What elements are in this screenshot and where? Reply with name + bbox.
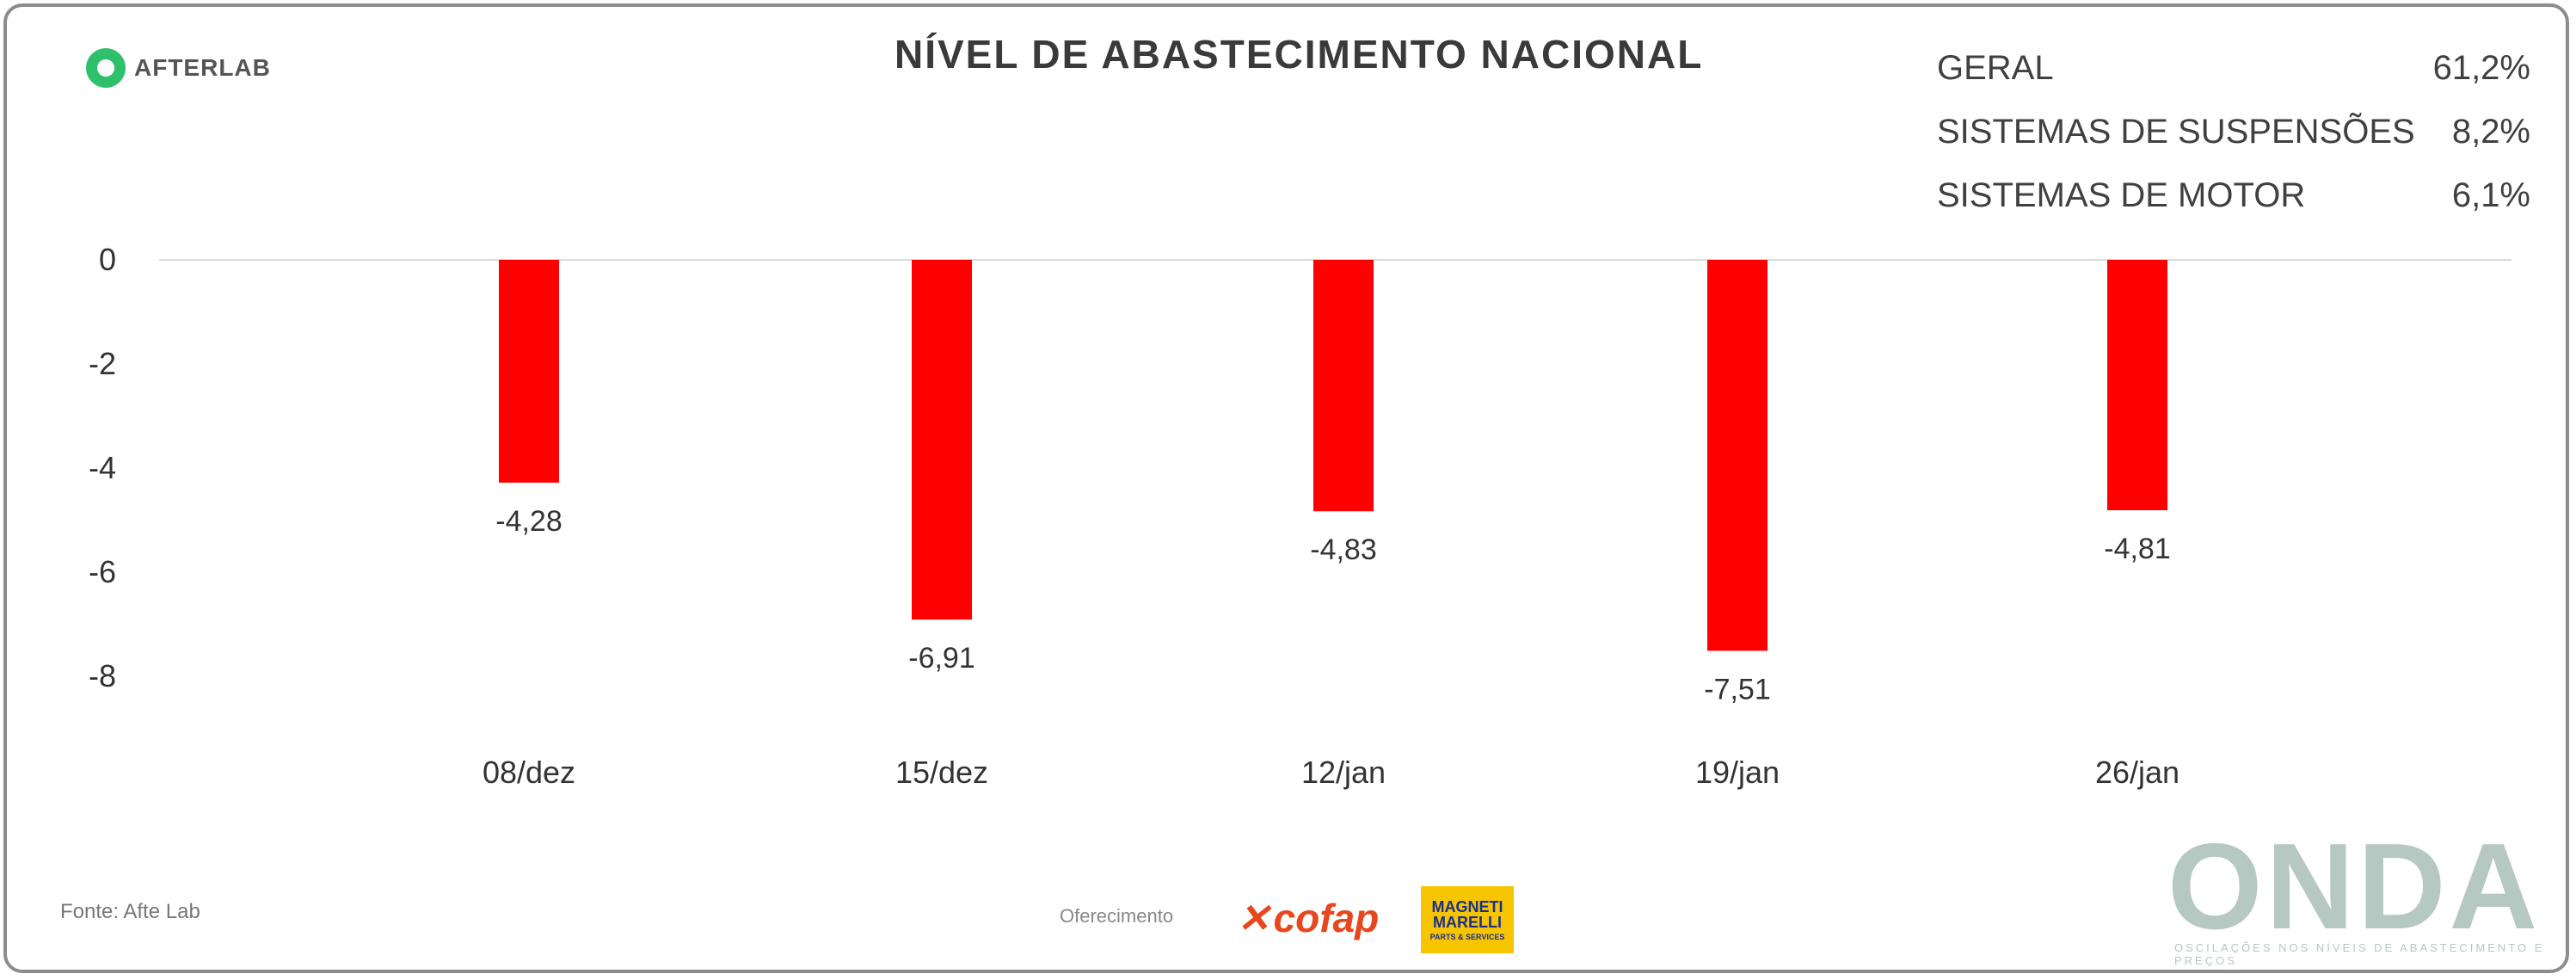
- magneti-top: MAGNETI: [1431, 897, 1503, 915]
- brand-logo-text: AFTERLAB: [134, 54, 271, 81]
- data-label: -7,51: [1704, 673, 1771, 706]
- bar-12/jan: [1313, 260, 1374, 512]
- summary-row-geral: GERAL 61,2%: [1937, 36, 2530, 100]
- chart-frame: [3, 3, 2569, 973]
- onda-logo: ONDA: [2167, 818, 2542, 955]
- x-tick-label: 08/dez: [483, 755, 575, 790]
- bar-08/dez: [499, 260, 559, 483]
- cofap-text: cofap: [1273, 896, 1380, 940]
- y-tick-label: -4: [89, 450, 116, 485]
- footer-source: Fonte: Afte Lab: [60, 900, 200, 923]
- summary-value: 61,2%: [2432, 48, 2530, 87]
- brand-logo: AFTERLAB: [86, 48, 271, 88]
- x-tick-label: 15/dez: [895, 755, 988, 790]
- data-label: -4,28: [495, 505, 563, 538]
- x-tick-label: 26/jan: [2095, 755, 2179, 790]
- x-tick-label: 19/jan: [1695, 755, 1780, 790]
- summary-row-motor: SISTEMAS DE MOTOR 6,1%: [1937, 163, 2530, 227]
- bar-26/jan: [2107, 260, 2167, 511]
- y-tick-label: -2: [89, 346, 116, 381]
- summary-row-suspensoes: SISTEMAS DE SUSPENSÕES 8,2%: [1937, 100, 2530, 163]
- x-tick-label: 12/jan: [1301, 755, 1386, 790]
- data-label: -4,83: [1310, 533, 1377, 566]
- data-label: -6,91: [908, 642, 975, 675]
- magneti-bottom: PARTS & SERVICES: [1429, 932, 1505, 941]
- summary-value: 6,1%: [2451, 176, 2530, 214]
- brand-logo-icon: [86, 48, 126, 88]
- cofap-mark-icon: ✕: [1237, 896, 1270, 940]
- footer-sponsor-label: Oferecimento: [1060, 905, 1174, 927]
- data-label: -4,81: [2104, 533, 2171, 565]
- y-tick-label: -6: [89, 554, 116, 589]
- summary-panel: GERAL 61,2% SISTEMAS DE SUSPENSÕES 8,2% …: [1937, 36, 2530, 227]
- onda-subtitle: OSCILAÇÕES NOS NÍVEIS DE ABASTECIMENTO E…: [2174, 941, 2545, 967]
- y-tick-label: 0: [99, 242, 116, 277]
- summary-label: SISTEMAS DE SUSPENSÕES: [1937, 112, 2415, 151]
- magneti-marelli-logo: MAGNETI MARELLI PARTS & SERVICES: [1421, 886, 1514, 953]
- bar-19/jan: [1707, 260, 1768, 651]
- summary-label: SISTEMAS DE MOTOR: [1937, 176, 2306, 214]
- cofap-logo: ✕ cofap: [1237, 895, 1379, 941]
- magneti-mid: MARELLI: [1433, 913, 1502, 931]
- summary-value: 8,2%: [2451, 112, 2530, 151]
- chart-title: NÍVEL DE ABASTECIMENTO NACIONAL: [895, 32, 1704, 77]
- summary-label: GERAL: [1937, 48, 2054, 87]
- y-tick-label: -8: [89, 658, 116, 693]
- bar-15/dez: [912, 260, 972, 620]
